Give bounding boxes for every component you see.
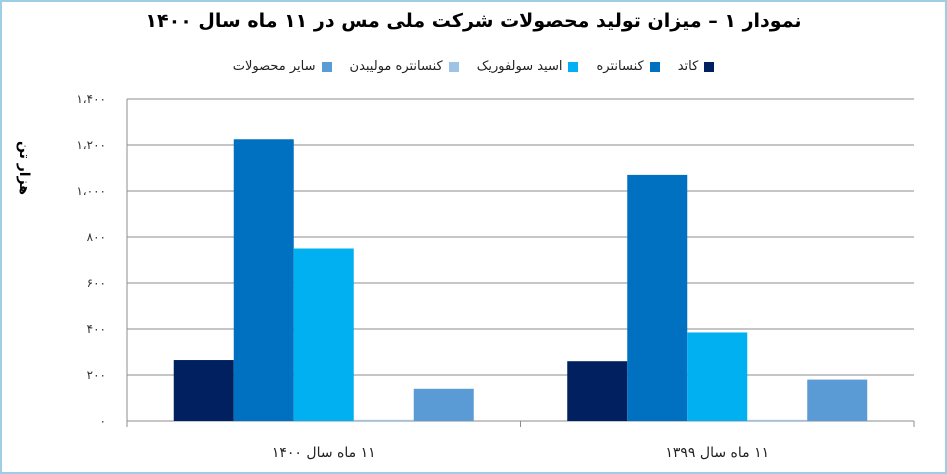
y-tick-label: ۲۰۰ xyxy=(87,368,106,382)
legend-swatch xyxy=(704,61,715,72)
bar xyxy=(627,174,688,421)
x-tick-label: ۱۱ ماه سال ۱۳۹۹ xyxy=(665,445,769,461)
legend-label: سایر محصولات xyxy=(232,59,316,74)
bar xyxy=(293,248,354,421)
legend-item-molybdenum-concentrate: کنسانتره مولیبدن xyxy=(350,59,459,74)
legend-label: کاتد xyxy=(677,59,699,74)
legend-item-sulfuric-acid: اسید سولفوریک xyxy=(477,59,579,74)
bar xyxy=(567,361,628,421)
y-tick-label: ۶۰۰ xyxy=(87,276,106,290)
y-tick-label: ۱،۰۰۰ xyxy=(76,184,106,198)
y-tick-label: ۱،۴۰۰ xyxy=(76,92,106,106)
legend-swatch xyxy=(649,61,660,72)
legend-item-cathode: کاتد xyxy=(678,59,715,74)
y-tick-label: ۱،۲۰۰ xyxy=(76,138,106,152)
legend-swatch xyxy=(321,61,332,72)
bar xyxy=(747,419,808,421)
legend-label: اسید سولفوریک xyxy=(476,59,563,74)
bar xyxy=(173,360,234,421)
legend-item-concentrate: کنسانتره xyxy=(596,59,660,74)
bar xyxy=(233,139,294,421)
legend-swatch xyxy=(568,61,579,72)
y-tick-label: ۸۰۰ xyxy=(87,230,106,244)
legend-label: کنسانتره xyxy=(596,59,644,74)
y-tick-label: ۰ xyxy=(100,414,106,428)
bar xyxy=(687,332,748,421)
legend: کاتد کنسانتره اسید سولفوریک کنسانتره مول… xyxy=(0,59,947,74)
legend-swatch xyxy=(448,61,459,72)
bar xyxy=(807,379,868,421)
y-tick-label: ۴۰۰ xyxy=(87,322,106,336)
bar xyxy=(413,388,474,421)
legend-label: کنسانتره مولیبدن xyxy=(349,59,443,74)
legend-item-other-products: سایر محصولات xyxy=(233,59,332,74)
bar xyxy=(353,419,414,421)
chart-title: نمودار ۱ – میزان تولید محصولات شرکت ملی … xyxy=(145,10,802,32)
x-tick-label: ۱۱ ماه سال ۱۴۰۰ xyxy=(272,445,376,461)
